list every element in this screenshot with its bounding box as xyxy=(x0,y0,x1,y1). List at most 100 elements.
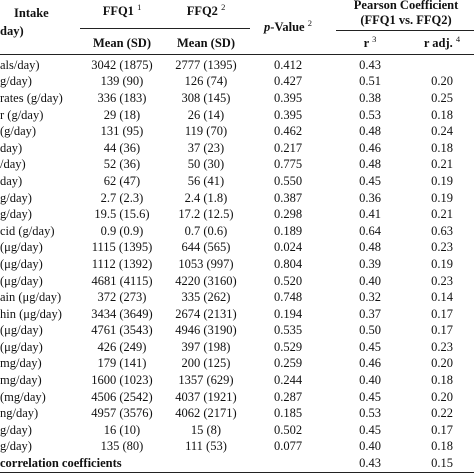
table-cell: 0.19 xyxy=(431,190,453,205)
table-cell: 44 (36) xyxy=(103,140,141,155)
table-cell: 0.39 xyxy=(359,256,381,271)
table-cell: 0.17 xyxy=(431,306,453,321)
table-row: /day) 52 (36) 50 (30) 0.775 0.48 0.21 xyxy=(0,157,474,174)
table-cell: 0.51 xyxy=(359,74,381,89)
header-text: FFQ1 xyxy=(102,4,134,18)
row-label: correlation coefficients xyxy=(0,456,122,471)
table-cell: 1053 (997) xyxy=(178,256,234,271)
table-cell: 0.20 xyxy=(431,389,453,404)
row-label: mg/day) xyxy=(0,373,42,388)
table-cell: 3042 (1875) xyxy=(91,57,153,72)
table-cell: 139 (90) xyxy=(100,74,144,89)
table-cell: 0.244 xyxy=(273,373,303,388)
row-label: g/day) xyxy=(0,74,32,89)
table-row: (mg/day) 4506 (2542) 4037 (1921) 0.287 0.45 0… xyxy=(0,389,474,406)
table-row: (g/day) 131 (95) 119 (70) 0.462 0.48 0.24 xyxy=(0,123,474,140)
table-row: ng/day) 4957 (3576) 4062 (2171) 0.185 0.53 0.… xyxy=(0,405,474,422)
table-row: g/day) 19.5 (15.6) 17.2 (12.5) 0.298 0.41 0.2… xyxy=(0,206,474,223)
table-row: ain (μg/day) 372 (273) 335 (262) 0.748 0.32 0… xyxy=(0,289,474,306)
table-row: (μg/day) 4761 (3543) 4946 (3190) 0.535 0.50 0… xyxy=(0,323,474,340)
table-cell: 26 (14) xyxy=(187,107,225,122)
table-cell: 0.529 xyxy=(273,339,303,354)
table-cell: 0.287 xyxy=(273,389,303,404)
table-cell: 0.298 xyxy=(273,207,303,222)
header-label: r 3 xyxy=(363,35,377,51)
table-cell xyxy=(246,455,330,472)
table-cell: 0.189 xyxy=(273,223,303,238)
header-text: p xyxy=(264,20,271,34)
table-cell: 0.462 xyxy=(273,124,303,139)
table-cell: 0.53 xyxy=(359,107,381,122)
table-cell: 0.077 xyxy=(273,439,303,454)
footnote-mark: 4 xyxy=(455,34,461,44)
row-label: als/day) xyxy=(0,57,40,72)
table-cell: 0.36 xyxy=(359,190,381,205)
table-cell: 0.7 (0.6) xyxy=(184,223,228,238)
table-cell: 4037 (1921) xyxy=(175,389,237,404)
table-cell: 0.45 xyxy=(359,389,381,404)
table-cell: 0.43 xyxy=(359,456,381,471)
header-text: r xyxy=(363,36,369,50)
table-row: rates (g/day) 336 (183) 308 (145) 0.395 0.38… xyxy=(0,90,474,107)
table-cell: 2674 (2131) xyxy=(175,306,237,321)
table-cell: 4220 (3160) xyxy=(175,273,237,288)
table-cell: 50 (30) xyxy=(187,157,225,172)
table-row: day) 44 (36) 37 (23) 0.217 0.46 0.18 xyxy=(0,140,474,157)
table-cell: 52 (36) xyxy=(103,157,141,172)
table-cell: 29 (18) xyxy=(103,107,141,122)
table-row: g/day) 135 (80) 111 (53) 0.077 0.40 0.18 xyxy=(0,439,474,456)
table-cell: 4681 (4115) xyxy=(91,273,153,288)
table-body: als/day) 3042 (1875) 2777 (1395) 0.412 0.43 g… xyxy=(0,57,474,472)
table-cell: 4506 (2542) xyxy=(91,389,153,404)
table-cell: 0.48 xyxy=(359,157,381,172)
table-row: (μg/day) 1115 (1395) 644 (565) 0.024 0.48 0.2… xyxy=(0,240,474,257)
table-cell: 0.23 xyxy=(431,339,453,354)
row-label: mg/day) xyxy=(0,356,42,371)
table-cell: 0.23 xyxy=(431,240,453,255)
table-row: cid (g/day) 0.9 (0.9) 0.7 (0.6) 0.189 0.64 0.… xyxy=(0,223,474,240)
table-cell: 19.5 (15.6) xyxy=(94,207,150,222)
table-cell: 0.427 xyxy=(273,74,303,89)
row-label: (μg/day) xyxy=(0,256,43,271)
table-cell: 0.38 xyxy=(359,90,381,105)
table-cell: 62 (47) xyxy=(103,173,141,188)
table-cell: 0.19 xyxy=(431,173,453,188)
row-label: (μg/day) xyxy=(0,339,43,354)
table-cell: 0.18 xyxy=(431,439,453,454)
table-cell: 0.387 xyxy=(273,190,303,205)
table-cell: 0.804 xyxy=(273,256,303,271)
table-cell: 0.32 xyxy=(359,290,381,305)
row-label: /day) xyxy=(0,157,26,172)
table-cell: 0.14 xyxy=(431,290,453,305)
table-cell: 0.50 xyxy=(359,323,381,338)
table-cell: 0.48 xyxy=(359,124,381,139)
table-cell: 0.46 xyxy=(359,356,381,371)
table-cell: 0.46 xyxy=(359,140,381,155)
table-cell: 0.775 xyxy=(273,157,303,172)
rule xyxy=(0,472,474,473)
table-cell: 4062 (2171) xyxy=(175,406,237,421)
table-cell: 0.024 xyxy=(273,240,303,255)
rule xyxy=(0,54,474,55)
header-label: Mean (SD) xyxy=(93,36,151,50)
row-label: g/day) xyxy=(0,207,32,222)
table-cell: 0.63 xyxy=(431,223,453,238)
table-cell: 1600 (1023) xyxy=(91,373,153,388)
header-label: Mean (SD) xyxy=(177,36,235,50)
table-cell: 336 (183) xyxy=(97,90,147,105)
table-cell: 37 (23) xyxy=(187,140,225,155)
row-label: (mg/day) xyxy=(0,389,46,404)
table-cell: 0.22 xyxy=(431,406,453,421)
table-cell: 335 (262) xyxy=(181,290,231,305)
table-cell: 0.194 xyxy=(273,306,303,321)
table-cell: 1357 (629) xyxy=(178,373,234,388)
table-cell: 0.412 xyxy=(273,57,303,72)
table-cell xyxy=(410,57,474,74)
table-cell: 0.20 xyxy=(431,356,453,371)
table-cell: 0.64 xyxy=(359,223,381,238)
table-row: correlation coefficients 0.43 0.15 xyxy=(0,455,474,472)
table-cell: 179 (141) xyxy=(97,356,147,371)
table-cell: 0.19 xyxy=(431,256,453,271)
table-cell: 4761 (3543) xyxy=(91,323,153,338)
